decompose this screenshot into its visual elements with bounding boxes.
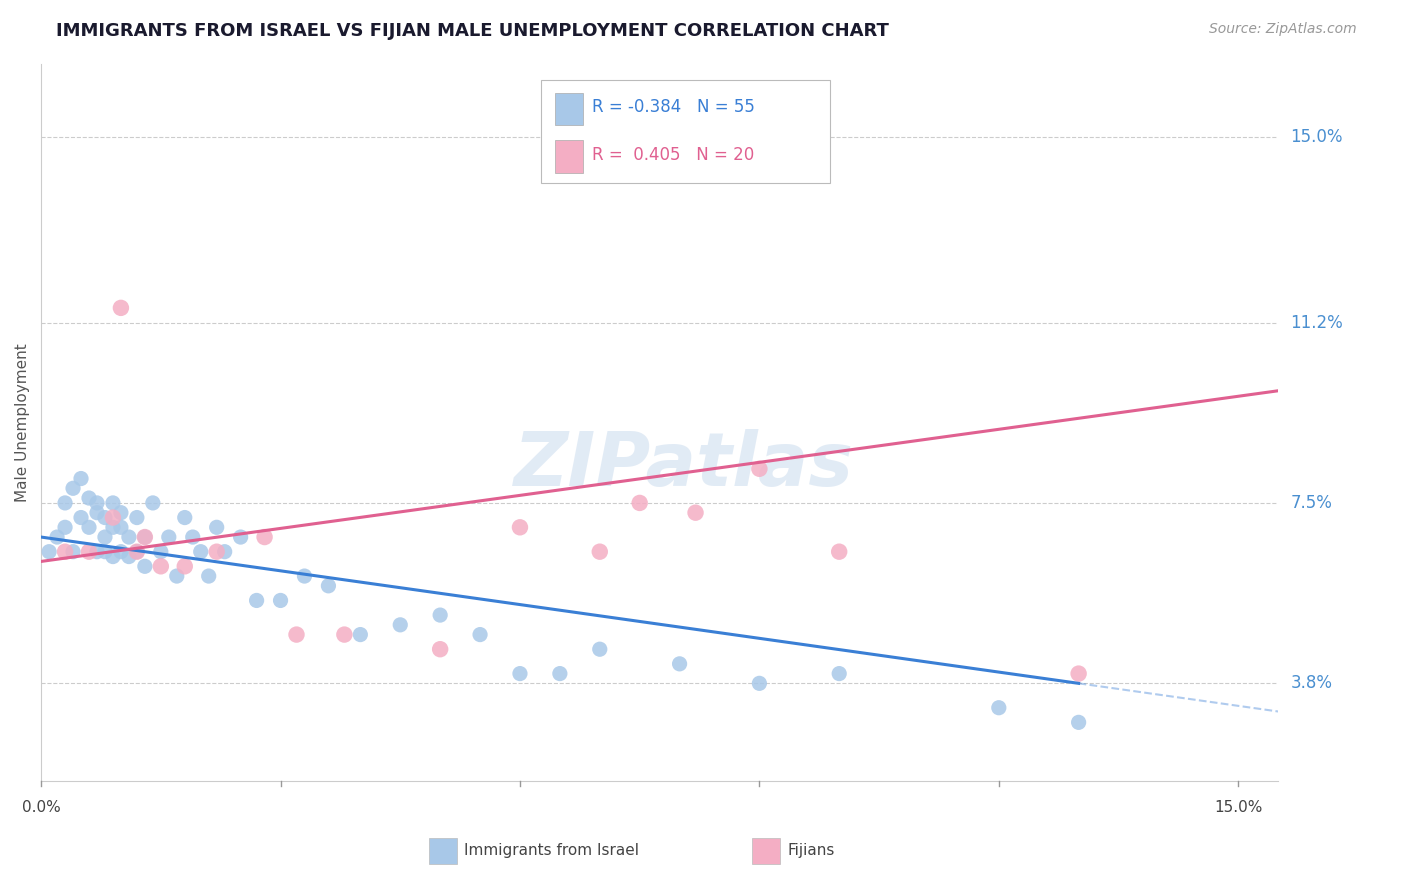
Point <box>70 471 93 485</box>
Text: IMMIGRANTS FROM ISRAEL VS FIJIAN MALE UNEMPLOYMENT CORRELATION CHART: IMMIGRANTS FROM ISRAEL VS FIJIAN MALE UN… <box>56 22 889 40</box>
Point <box>110 301 132 315</box>
Point <box>1067 715 1090 730</box>
Text: 0.0%: 0.0% <box>21 800 60 815</box>
Point <box>46 530 69 544</box>
Point <box>333 627 356 641</box>
Point <box>125 544 148 558</box>
Point <box>53 496 76 510</box>
Point <box>205 520 228 534</box>
Text: Fijians: Fijians <box>787 844 835 858</box>
Point <box>53 544 76 558</box>
Point <box>134 530 156 544</box>
Point <box>94 510 117 524</box>
Point <box>70 510 93 524</box>
Point <box>110 544 132 558</box>
Point <box>38 544 60 558</box>
Point <box>628 496 651 510</box>
Point <box>349 627 371 641</box>
Point <box>668 657 690 671</box>
Point <box>101 520 124 534</box>
Point <box>125 544 148 558</box>
Text: ZIPatlas: ZIPatlas <box>515 429 855 502</box>
Text: 3.8%: 3.8% <box>1291 674 1333 692</box>
Point <box>318 579 340 593</box>
Point <box>589 642 612 657</box>
Point <box>53 520 76 534</box>
Point <box>77 520 100 534</box>
Point <box>270 593 292 607</box>
Point <box>285 627 308 641</box>
Point <box>157 530 180 544</box>
Point <box>101 549 124 564</box>
Point <box>987 700 1010 714</box>
Point <box>197 569 219 583</box>
Point <box>86 506 108 520</box>
Point <box>245 593 267 607</box>
Point <box>214 544 236 558</box>
Point <box>86 496 108 510</box>
Text: R = -0.384   N = 55: R = -0.384 N = 55 <box>592 98 755 117</box>
Point <box>149 559 172 574</box>
Point <box>828 544 851 558</box>
Point <box>110 520 132 534</box>
Y-axis label: Male Unemployment: Male Unemployment <box>15 343 30 502</box>
Point <box>142 496 165 510</box>
Point <box>685 506 707 520</box>
Point <box>77 544 100 558</box>
Point <box>253 530 276 544</box>
Point <box>166 569 188 583</box>
Point <box>62 481 84 495</box>
Point <box>229 530 252 544</box>
Point <box>149 544 172 558</box>
Point <box>94 530 117 544</box>
Point <box>62 544 84 558</box>
Text: 15.0%: 15.0% <box>1213 800 1263 815</box>
Text: 15.0%: 15.0% <box>1291 128 1343 146</box>
Point <box>294 569 316 583</box>
Point <box>173 559 195 574</box>
Text: Source: ZipAtlas.com: Source: ZipAtlas.com <box>1209 22 1357 37</box>
Point <box>468 627 491 641</box>
Point <box>828 666 851 681</box>
Text: R =  0.405   N = 20: R = 0.405 N = 20 <box>592 146 754 164</box>
Text: 11.2%: 11.2% <box>1291 313 1343 332</box>
Point <box>134 559 156 574</box>
Point <box>173 510 195 524</box>
Point <box>110 506 132 520</box>
Point <box>86 544 108 558</box>
Point <box>589 544 612 558</box>
Point <box>77 491 100 505</box>
Point <box>118 549 141 564</box>
Point <box>429 608 451 623</box>
Point <box>509 666 531 681</box>
Point <box>389 617 412 632</box>
Point <box>205 544 228 558</box>
Point <box>101 496 124 510</box>
Point <box>509 520 531 534</box>
Point <box>134 530 156 544</box>
Point <box>748 676 770 690</box>
Point <box>118 530 141 544</box>
Point <box>429 642 451 657</box>
Text: Immigrants from Israel: Immigrants from Israel <box>464 844 638 858</box>
Point <box>1067 666 1090 681</box>
Point <box>548 666 571 681</box>
Point <box>181 530 204 544</box>
Point <box>94 544 117 558</box>
Point <box>101 510 124 524</box>
Point <box>125 510 148 524</box>
Text: 7.5%: 7.5% <box>1291 494 1333 512</box>
Point <box>748 462 770 476</box>
Point <box>190 544 212 558</box>
